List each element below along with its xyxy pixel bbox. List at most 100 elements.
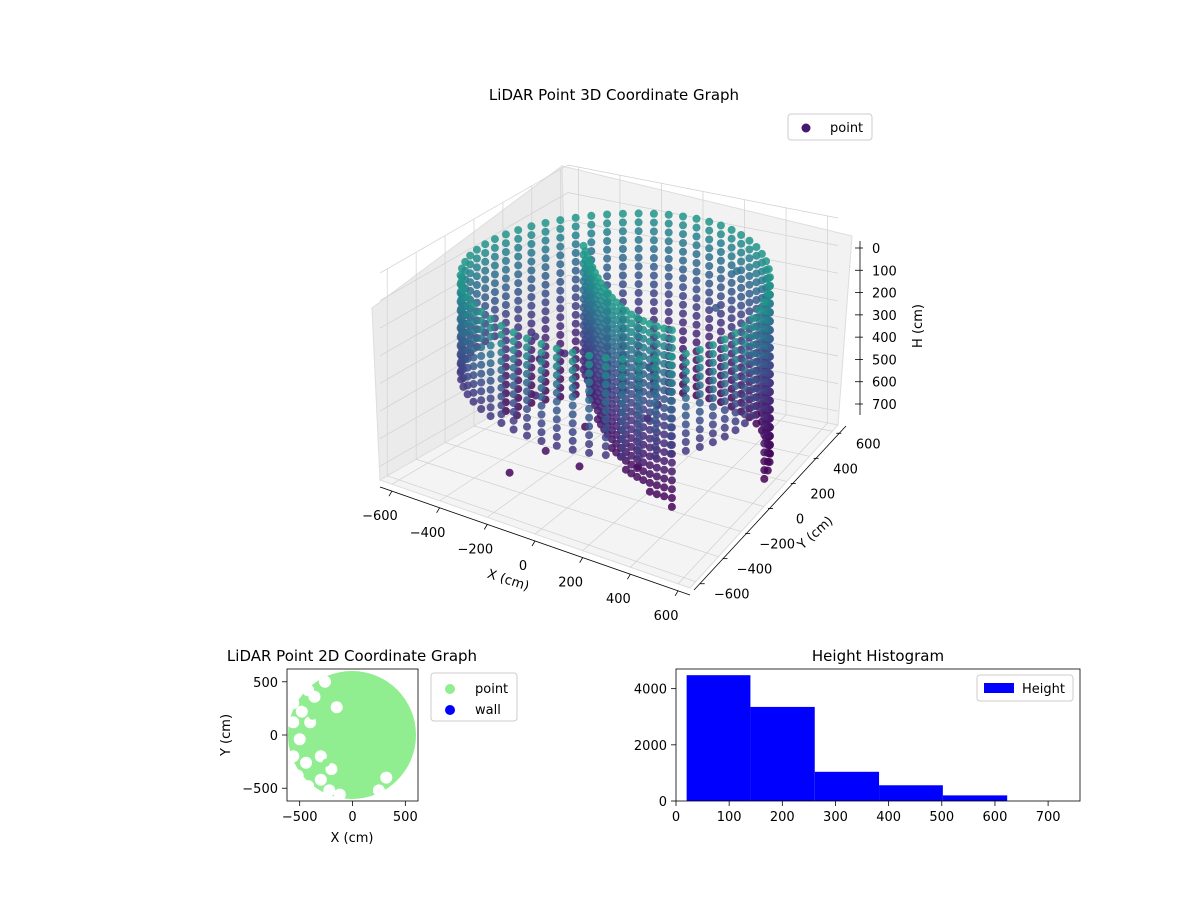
x-tick-label-3d: 0 bbox=[519, 559, 527, 574]
point-3d bbox=[469, 388, 478, 397]
point-3d bbox=[514, 226, 523, 235]
point-3d bbox=[664, 272, 673, 281]
point-3d bbox=[477, 396, 486, 405]
point-3d bbox=[660, 492, 669, 501]
point-2d bbox=[308, 711, 317, 720]
point-3d bbox=[523, 422, 531, 431]
histogram-bar bbox=[686, 675, 751, 801]
point-3d bbox=[541, 446, 550, 455]
point-3d bbox=[568, 410, 577, 419]
point-3d bbox=[618, 355, 627, 364]
point-2d bbox=[302, 699, 310, 708]
point-3d bbox=[587, 229, 596, 238]
point-3d bbox=[716, 309, 725, 318]
point-3d bbox=[618, 289, 627, 298]
point-3d bbox=[692, 320, 701, 329]
point-3d bbox=[645, 487, 654, 496]
point-3d bbox=[537, 392, 546, 401]
point-3d bbox=[651, 434, 660, 442]
point-3d bbox=[514, 243, 523, 252]
point-3d bbox=[737, 292, 746, 301]
point-3d bbox=[537, 428, 546, 437]
point-3d bbox=[651, 398, 660, 407]
point-3d bbox=[601, 406, 610, 415]
point-3d bbox=[664, 228, 673, 237]
point-3d bbox=[649, 289, 658, 298]
point-3d bbox=[627, 337, 636, 345]
point-3d bbox=[618, 443, 627, 452]
point-3d bbox=[509, 390, 518, 399]
gap bbox=[330, 701, 343, 714]
point-3d bbox=[692, 338, 701, 347]
x-tick-mark-3d bbox=[674, 590, 679, 597]
point-3d bbox=[627, 363, 636, 372]
point-3d bbox=[664, 263, 673, 272]
point-3d bbox=[497, 366, 506, 374]
point-3d bbox=[667, 467, 676, 476]
point-3d bbox=[692, 214, 701, 223]
point-3d bbox=[541, 333, 550, 342]
point-3d bbox=[486, 332, 495, 341]
histogram-bar bbox=[879, 785, 943, 801]
point-3d bbox=[652, 463, 661, 472]
point-3d bbox=[760, 466, 769, 475]
point-3d bbox=[695, 363, 704, 372]
point-3d bbox=[556, 313, 565, 322]
point-3d bbox=[497, 410, 506, 419]
point-3d bbox=[645, 319, 654, 328]
point-3d bbox=[660, 439, 669, 448]
point-3d bbox=[635, 417, 643, 426]
gap bbox=[287, 750, 300, 763]
point-3d bbox=[634, 288, 643, 297]
point-3d bbox=[472, 272, 481, 281]
legend-hist: Height bbox=[976, 674, 1074, 702]
point-3d bbox=[509, 372, 518, 381]
point-3d bbox=[727, 225, 736, 234]
point-3d bbox=[664, 308, 673, 316]
histogram-title: Height Histogram bbox=[812, 647, 944, 665]
gap bbox=[295, 669, 308, 682]
point-3d bbox=[523, 352, 531, 361]
point-3d bbox=[720, 370, 729, 379]
point-3d bbox=[652, 472, 661, 481]
x-ticks-hist: 0 100 200 300 400 500 600 700 bbox=[672, 801, 1061, 825]
point-3d bbox=[660, 412, 669, 421]
point-3d bbox=[660, 421, 669, 430]
point-3d bbox=[720, 344, 729, 353]
point-3d bbox=[509, 346, 518, 355]
x-tick-label-2d: 500 bbox=[393, 810, 418, 825]
point-3d bbox=[737, 231, 746, 239]
point-3d bbox=[708, 358, 717, 367]
x-tick-label-2d: 0 bbox=[348, 810, 356, 825]
point-3d bbox=[568, 366, 577, 375]
gridline-back-h bbox=[567, 192, 839, 246]
gap bbox=[314, 750, 327, 763]
point-3d bbox=[760, 439, 769, 448]
point-3d bbox=[552, 388, 561, 397]
point-3d bbox=[497, 339, 506, 348]
point-3d bbox=[635, 443, 643, 452]
x-ticks-2d: −500 0 500 bbox=[282, 801, 418, 825]
point-3d bbox=[552, 441, 561, 450]
point-3d bbox=[748, 411, 757, 420]
gap bbox=[291, 769, 304, 782]
point-3d bbox=[627, 381, 636, 390]
point-3d bbox=[755, 394, 764, 403]
point-3d bbox=[603, 263, 612, 272]
point-3d bbox=[585, 413, 594, 422]
point-3d bbox=[601, 380, 610, 389]
point-3d bbox=[603, 237, 612, 245]
point-3d bbox=[716, 230, 725, 239]
x-tick-label-3d: −400 bbox=[410, 526, 446, 541]
point-3d bbox=[627, 328, 636, 337]
point-3d bbox=[651, 389, 660, 398]
point-3d bbox=[695, 425, 704, 434]
gap bbox=[380, 771, 393, 784]
point-3d bbox=[692, 232, 701, 241]
point-3d bbox=[634, 253, 643, 262]
point-3d bbox=[649, 245, 658, 254]
point-3d bbox=[537, 437, 546, 445]
point-3d bbox=[727, 305, 736, 314]
point-cloud-2d bbox=[287, 669, 416, 801]
point-3d bbox=[708, 367, 717, 376]
